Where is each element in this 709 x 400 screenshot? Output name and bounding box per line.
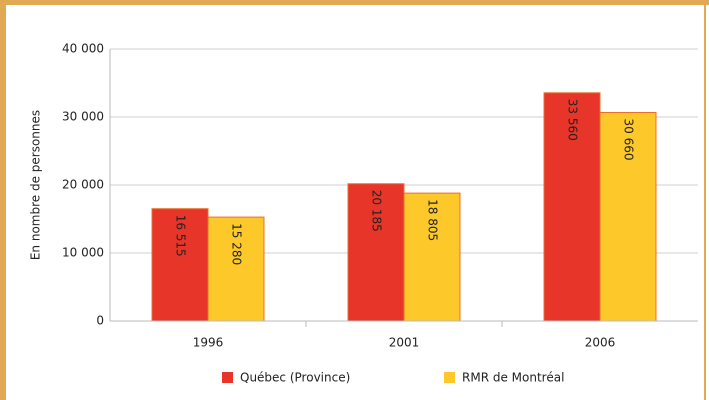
y-axis-label: En nombre de personnes	[29, 110, 43, 260]
data-label: 30 660	[622, 119, 636, 161]
data-label: 33 560	[566, 99, 580, 141]
y-tick-label: 10 000	[62, 246, 104, 260]
y-tick-label: 40 000	[62, 42, 104, 56]
y-tick-label: 20 000	[62, 178, 104, 192]
x-tick-label: 2001	[389, 336, 420, 350]
x-tick-label: 2006	[585, 336, 616, 350]
data-label: 16 515	[174, 215, 188, 257]
frame-right	[704, 0, 706, 400]
data-label: 15 280	[230, 223, 244, 265]
bar	[151, 208, 209, 322]
bar	[599, 112, 657, 322]
bar	[207, 216, 265, 322]
legend-label: Québec (Province)	[240, 371, 350, 385]
data-label: 20 185	[370, 190, 384, 232]
legend-swatch	[444, 372, 455, 383]
data-label: 18 805	[426, 199, 440, 241]
x-tick-label: 1996	[193, 336, 224, 350]
y-tick-label: 0	[96, 314, 104, 328]
frame-left	[0, 0, 6, 400]
bar	[347, 183, 405, 322]
y-tick-label: 30 000	[62, 110, 104, 124]
bar	[403, 192, 461, 322]
frame-top	[0, 0, 709, 5]
legend-label: RMR de Montréal	[462, 371, 564, 385]
legend-swatch	[222, 372, 233, 383]
bar	[543, 92, 601, 322]
